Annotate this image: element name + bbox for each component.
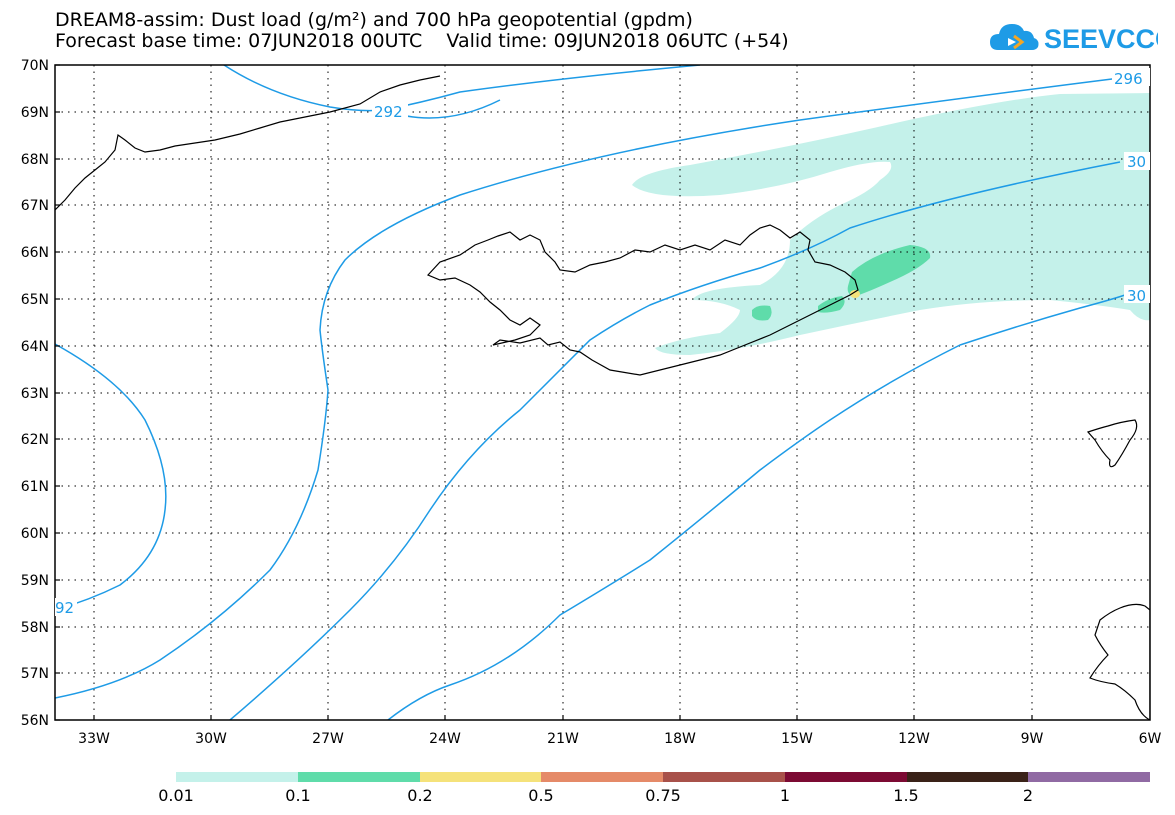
lat-label: 66N [21, 245, 49, 261]
colorbar-segment [784, 772, 907, 782]
lat-label: 67N [21, 198, 49, 214]
lat-label: 59N [21, 573, 49, 589]
scotland-coast [1089, 603, 1150, 720]
lat-label: 60N [21, 526, 49, 542]
contour-line [229, 161, 1121, 720]
gridlines [55, 65, 1150, 720]
lat-label: 56N [21, 713, 49, 729]
lon-label: 27W [312, 731, 344, 747]
lat-label: 70N [21, 58, 49, 74]
cloud-icon [990, 24, 1039, 50]
lon-label: 30W [195, 731, 227, 747]
colorbar-label: 0.2 [407, 786, 433, 805]
lat-label: 63N [21, 386, 49, 402]
colorbar-label: 2 [1022, 786, 1034, 805]
colorbar-segment [1028, 772, 1150, 782]
geopotential-contours [55, 65, 1126, 720]
contour-label: 292 [374, 103, 403, 121]
greenland-coast [55, 75, 441, 211]
longitude-labels: 33W 30W 27W 24W 21W 18W 15W 12W 9W 6W [78, 731, 1161, 747]
map-subtitle: Forecast base time: 07JUN2018 00UTC Vali… [55, 30, 789, 52]
lon-label: 6W [1139, 731, 1162, 747]
colorbar-segment [297, 772, 420, 782]
colorbar-segment [419, 772, 542, 782]
iceland-coast [426, 224, 859, 376]
lon-label: 33W [78, 731, 110, 747]
lon-label: 18W [664, 731, 696, 747]
lon-label: 24W [429, 731, 461, 747]
logo-text: SEEVCCC [1044, 24, 1158, 54]
latitude-labels: 70N 69N 68N 67N 66N 65N 64N 63N 62N 61N … [21, 58, 49, 729]
lat-label: 69N [21, 105, 49, 121]
lat-label: 61N [21, 479, 49, 495]
contour-labels: 292 296 30 30 92 [55, 68, 1150, 617]
contour-line [55, 77, 1121, 699]
colorbar-label: 1 [779, 786, 791, 805]
colorbar-segment [541, 772, 663, 782]
seevccc-logo: SEEVCCC [990, 24, 1158, 54]
colorbar-label: 0.01 [158, 786, 194, 805]
contour-label: 30 [1127, 287, 1146, 305]
lat-label: 57N [21, 666, 49, 682]
colorbar-segment [663, 772, 785, 782]
faroe-coast [1086, 419, 1138, 468]
colorbar-segment [906, 772, 1029, 782]
colorbar-label: 0.1 [285, 786, 311, 805]
contour-line [223, 65, 701, 112]
dust-plume [632, 93, 1150, 355]
contour-line [55, 343, 167, 611]
lon-label: 12W [898, 731, 930, 747]
colorbar-label: 0.75 [645, 786, 681, 805]
lat-label: 65N [21, 292, 49, 308]
lon-label: 9W [1021, 731, 1044, 747]
contour-label: 30 [1127, 153, 1146, 171]
colorbar [176, 772, 1150, 782]
contour-label: 296 [1114, 70, 1143, 88]
lon-label: 21W [547, 731, 579, 747]
coastlines [55, 75, 1150, 720]
lat-label: 68N [21, 152, 49, 168]
contour-line [387, 294, 1126, 720]
colorbar-label: 0.5 [528, 786, 554, 805]
lat-label: 62N [21, 432, 49, 448]
lat-label: 58N [21, 620, 49, 636]
contour-label: 92 [55, 599, 74, 617]
lon-label: 15W [781, 731, 813, 747]
map-title: DREAM8-assim: Dust load (g/m²) and 700 h… [55, 9, 693, 31]
lat-label: 64N [21, 339, 49, 355]
colorbar-label: 1.5 [893, 786, 919, 805]
colorbar-segment [176, 772, 298, 782]
